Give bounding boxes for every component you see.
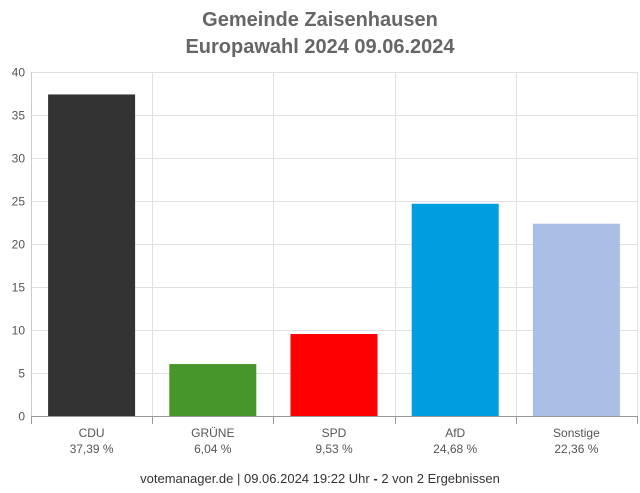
bar-sonstige	[532, 223, 620, 416]
y-tick-label: 35	[12, 109, 26, 123]
y-tick-label: 10	[12, 324, 26, 338]
value-label: 9,53 %	[315, 442, 353, 456]
value-label: 6,04 %	[194, 442, 232, 456]
footer-text-after: 2 von 2 Ergebnissen	[377, 471, 500, 486]
x-tick-label: SPD	[322, 426, 347, 440]
y-tick-label: 5	[18, 367, 25, 381]
x-tick-label: AfD	[445, 426, 465, 440]
y-tick-label: 40	[12, 66, 26, 80]
x-tick-label: GRÜNE	[191, 426, 234, 440]
bar-spd	[290, 334, 378, 416]
y-tick-label: 0	[18, 410, 25, 424]
bar-cdu	[48, 94, 136, 417]
value-label: 24,68 %	[433, 442, 477, 456]
footer-separator: -	[373, 471, 378, 486]
chart-title-line2: Europawahl 2024 09.06.2024	[185, 36, 455, 58]
bar-grüne	[169, 364, 257, 416]
x-tick-label: Sonstige	[553, 426, 600, 440]
y-tick-label: 25	[12, 195, 26, 209]
chart-title-line1: Gemeinde Zaisenhausen	[202, 9, 438, 31]
footer-source: votemanager.de | 09.06.2024 19:22 Uhr - …	[0, 471, 640, 486]
bar-chart: 0 5 10 15 20 25 30 35 40 CDU 37,39 % GRÜNE 6,04 % SPD…	[12, 66, 638, 456]
x-tick-label: CDU	[79, 426, 105, 440]
y-tick-label: 15	[12, 281, 26, 295]
footer-text-before: votemanager.de | 09.06.2024 19:22 Uhr	[140, 471, 374, 486]
y-tick-label: 20	[12, 238, 26, 252]
value-label: 22,36 %	[554, 442, 598, 456]
value-label: 37,39 %	[70, 442, 114, 456]
bar-afd	[411, 203, 499, 416]
y-tick-label: 30	[12, 152, 26, 166]
